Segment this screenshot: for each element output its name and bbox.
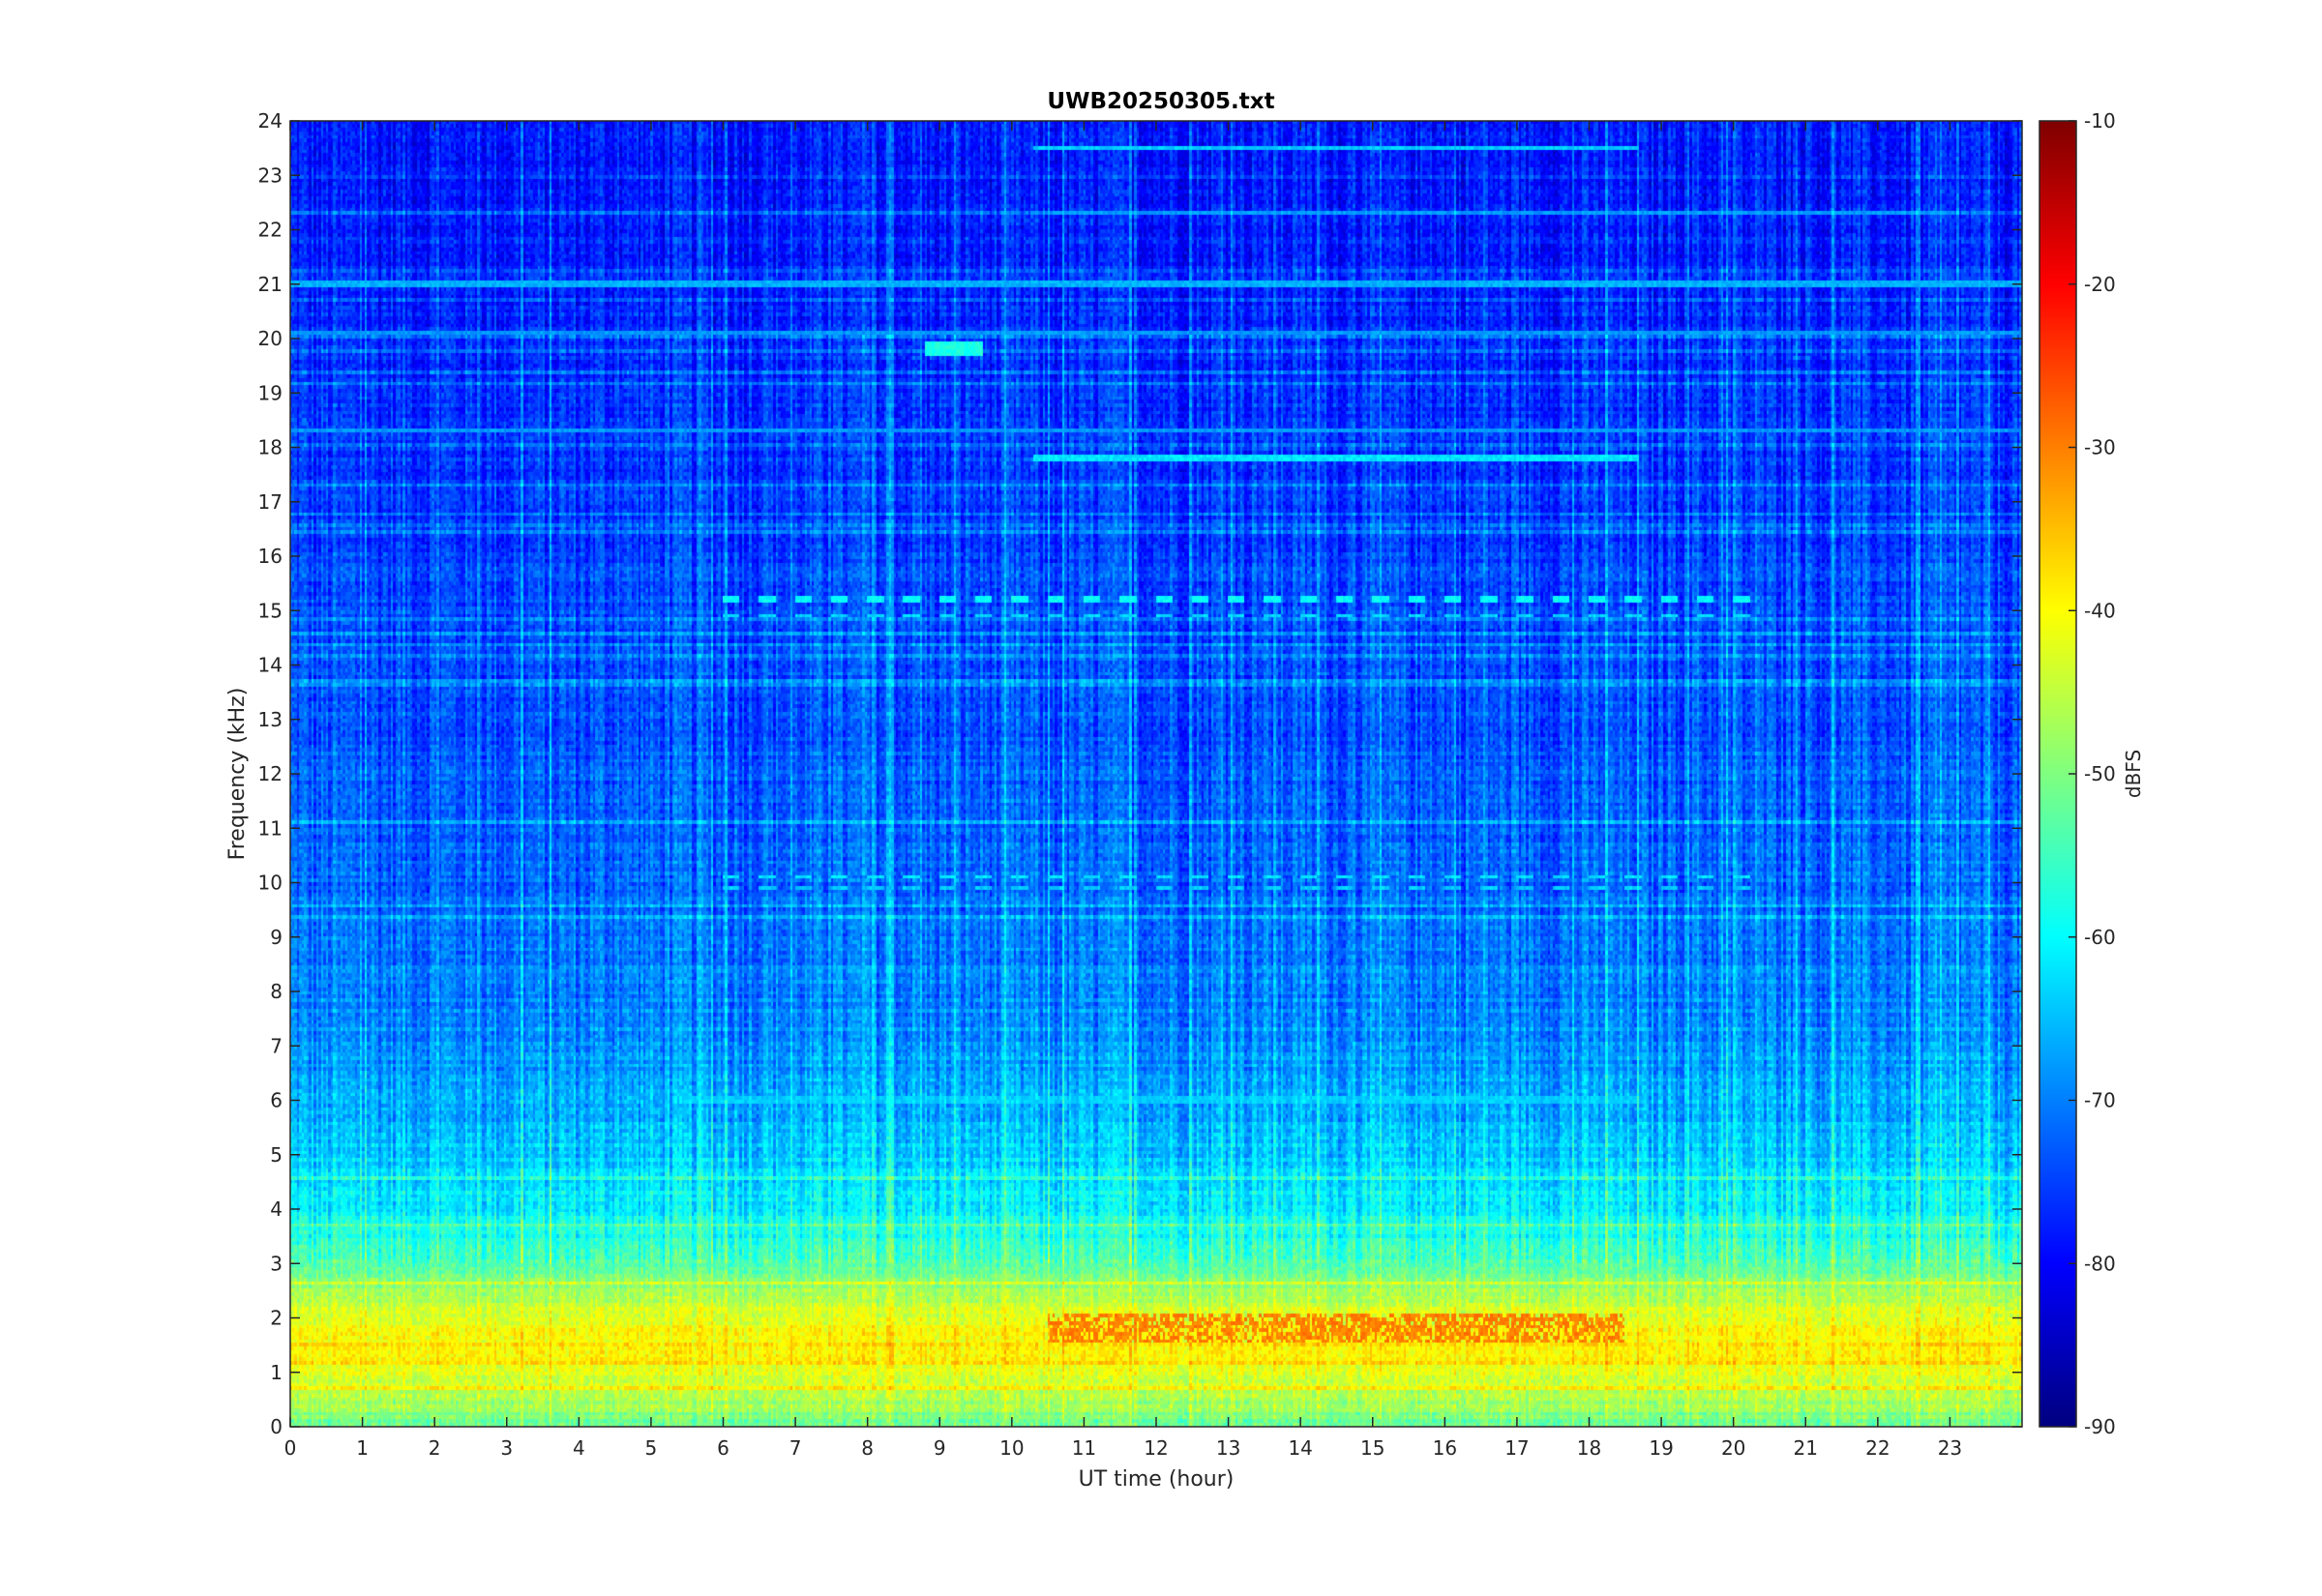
- y-tick-label: 8: [270, 980, 283, 1003]
- y-tick-label: 7: [270, 1034, 283, 1057]
- y-tick-label: 3: [270, 1252, 283, 1275]
- spectrogram-image: [290, 121, 2022, 1427]
- colorbar-tick-label: -20: [2084, 273, 2116, 296]
- y-tick-label: 16: [258, 545, 283, 568]
- x-tick-label: 5: [645, 1436, 658, 1460]
- y-tick-label: 19: [258, 381, 283, 404]
- y-tick-label: 15: [258, 599, 283, 622]
- spectrogram-plot: [289, 120, 2023, 1428]
- x-tick-label: 4: [573, 1436, 585, 1460]
- y-tick-label: 23: [258, 163, 283, 187]
- colorbar-tick-label: -40: [2084, 599, 2116, 622]
- x-tick-label: 23: [1938, 1436, 1962, 1460]
- x-tick-label: 22: [1865, 1436, 1890, 1460]
- x-tick-label: 9: [934, 1436, 946, 1460]
- x-tick-label: 17: [1504, 1436, 1529, 1460]
- colorbar-tick-label: -70: [2084, 1089, 2116, 1112]
- x-tick-label: 12: [1144, 1436, 1168, 1460]
- y-tick-label: 11: [258, 816, 283, 840]
- y-tick-label: 2: [270, 1307, 283, 1330]
- y-tick-label: 13: [258, 708, 283, 731]
- x-tick-label: 7: [789, 1436, 802, 1460]
- x-tick-label: 3: [500, 1436, 513, 1460]
- x-tick-label: 8: [861, 1436, 874, 1460]
- y-tick-label: 12: [258, 762, 283, 785]
- y-tick-label: 21: [258, 273, 283, 296]
- x-tick-label: 11: [1072, 1436, 1096, 1460]
- y-tick-label: 20: [258, 327, 283, 350]
- x-tick-label: 0: [284, 1436, 297, 1460]
- x-axis: 0 1 2 3 4 5 6 7 8 9 10 11 12 13 14 15 16 17 18 19 20 21 22 23: [284, 121, 1962, 1460]
- y-tick-label: 14: [258, 654, 283, 677]
- y-tick-label: 0: [270, 1415, 283, 1438]
- colorbar-tick-label: -10: [2084, 109, 2116, 133]
- y-tick-label: 9: [270, 926, 283, 949]
- x-tick-label: 16: [1433, 1436, 1457, 1460]
- x-tick-label: 13: [1216, 1436, 1240, 1460]
- colorbar-ticks: -10 -20 -30 -40 -50 -60 -70 -80 -90: [2069, 109, 2116, 1438]
- chart-title: UWB20250305.txt: [1047, 89, 1274, 114]
- y-tick-label: 4: [270, 1197, 283, 1221]
- colorbar-label: dBFS: [2122, 750, 2145, 798]
- x-tick-label: 10: [999, 1436, 1024, 1460]
- x-tick-label: 2: [429, 1436, 441, 1460]
- colorbar-tick-label: -60: [2084, 926, 2116, 949]
- y-axis-label: Frequency (kHz): [225, 688, 250, 861]
- y-tick-label: 24: [258, 109, 283, 133]
- y-tick-label: 1: [270, 1361, 283, 1384]
- x-tick-label: 19: [1649, 1436, 1673, 1460]
- y-tick-label: 6: [270, 1089, 283, 1112]
- colorbar-tick-label: -30: [2084, 436, 2116, 459]
- y-tick-label: 10: [258, 872, 283, 895]
- colorbar-tick-label: -90: [2084, 1415, 2116, 1438]
- x-tick-label: 1: [356, 1436, 369, 1460]
- y-tick-label: 17: [258, 490, 283, 514]
- x-tick-label: 14: [1288, 1436, 1312, 1460]
- x-axis-label: UT time (hour): [1079, 1467, 1235, 1492]
- colorbar-tick-label: -80: [2084, 1252, 2116, 1275]
- y-tick-label: 5: [270, 1143, 283, 1167]
- y-tick-label: 22: [258, 219, 283, 242]
- colorbar: -10 -20 -30 -40 -50 -60 -70 -80 -90 dBFS: [2039, 109, 2145, 1438]
- x-tick-label: 15: [1360, 1436, 1384, 1460]
- y-tick-label: 18: [258, 436, 283, 459]
- x-tick-label: 20: [1721, 1436, 1745, 1460]
- x-tick-label: 18: [1577, 1436, 1601, 1460]
- x-tick-label: 21: [1794, 1436, 1818, 1460]
- x-tick-label: 6: [717, 1436, 729, 1460]
- colorbar-tick-label: -50: [2084, 762, 2116, 785]
